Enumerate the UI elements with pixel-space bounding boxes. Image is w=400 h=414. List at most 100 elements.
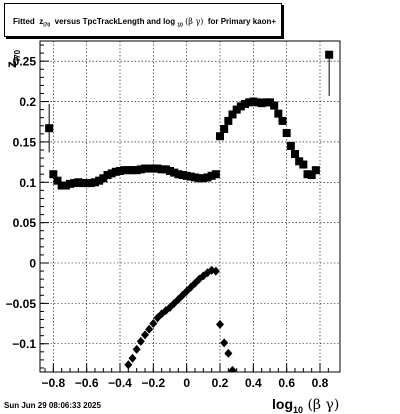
square-marker — [295, 157, 304, 166]
diamond-marker — [216, 319, 224, 329]
square-marker — [178, 171, 187, 180]
square-marker — [99, 174, 108, 183]
square-marker — [161, 165, 170, 174]
diamond-marker — [224, 348, 233, 358]
chart-title: Fitted zI70 versus TpcTrackLength and lo… — [13, 17, 276, 29]
square-marker — [170, 168, 179, 177]
x-tick-label: 0.6 — [278, 376, 295, 390]
title-suffix: for Primary kaon+ — [207, 17, 277, 26]
square-marker — [207, 171, 216, 180]
square-marker — [211, 170, 220, 179]
y-tick-label: 0.1 — [19, 176, 36, 190]
x-tick-label: −0.6 — [75, 376, 99, 390]
diamond-marker — [136, 336, 145, 346]
square-marker — [307, 171, 316, 180]
y-tick-label: 0.15 — [13, 135, 37, 149]
date-stamp: Sun Jun 29 08:06:33 2025 — [4, 401, 101, 410]
square-marker — [95, 176, 104, 185]
y-tick-label: 0 — [29, 257, 36, 271]
square-marker — [166, 166, 174, 175]
square-marker — [228, 110, 237, 119]
square-marker — [86, 179, 95, 188]
title-log-subscript: 10 — [177, 22, 183, 29]
square-marker — [128, 166, 137, 175]
axes: −0.8 −0.6 −0.4 −0.2 0 0.2 0.4 0.6 0.8 −0.1 −0.05 0 0… — [6, 44, 329, 390]
x-axis-label: log10 (β γ) — [272, 396, 339, 414]
square-marker — [136, 165, 145, 174]
y-tick-label: −0.1 — [12, 337, 36, 351]
diamond-marker — [228, 365, 237, 372]
square-marker — [91, 178, 99, 187]
square-marker — [278, 116, 287, 125]
diamond-marker — [141, 330, 149, 340]
square-marker — [74, 178, 83, 187]
square-marker — [182, 171, 191, 180]
square-marker — [153, 164, 162, 173]
square-marker — [82, 179, 91, 188]
x-tick-label: 0.2 — [212, 376, 229, 390]
x-tick-label: 0.4 — [245, 376, 262, 390]
square-marker — [111, 167, 120, 176]
square-marker — [174, 170, 183, 179]
square-marker — [216, 132, 224, 141]
square-marker — [303, 170, 312, 179]
square-marker — [203, 173, 212, 182]
y-tick-label: −0.05 — [6, 297, 37, 311]
square-marker — [224, 116, 233, 125]
diamond-marker — [145, 324, 154, 334]
square-marker — [257, 99, 266, 108]
square-marker — [286, 141, 295, 150]
square-marker — [266, 98, 274, 107]
title-greek: (β γ) — [185, 17, 204, 26]
diamond-marker — [149, 319, 158, 329]
diamond-marker — [220, 338, 229, 348]
square-marker — [149, 164, 158, 173]
x-tick-label: 0.8 — [312, 376, 329, 390]
x-tick-label: −0.8 — [41, 376, 65, 390]
square-marker — [291, 150, 299, 159]
square-marker — [261, 98, 270, 107]
x-tick-label: 0 — [183, 376, 190, 390]
square-marker — [103, 171, 112, 180]
square-marker — [299, 160, 308, 169]
title-middle: versus TpcTrackLength and log — [54, 17, 176, 26]
square-marker — [274, 109, 283, 118]
y-tick-label: 0.05 — [13, 216, 37, 230]
title-prefix: Fitted — [13, 17, 35, 26]
square-marker — [157, 165, 166, 174]
square-marker — [241, 99, 249, 108]
y-tick-label: 0.2 — [19, 95, 36, 109]
diamond-marker — [132, 344, 141, 354]
title-box: Fitted zI70 versus TpcTrackLength and lo… — [4, 3, 282, 37]
square-marker — [116, 166, 124, 175]
square-marker — [107, 169, 116, 178]
diamond-marker — [124, 360, 133, 370]
title-z: z — [39, 17, 44, 26]
square-marker — [145, 164, 154, 173]
square-marker — [220, 124, 229, 133]
square-marker — [236, 102, 245, 111]
square-marker — [78, 179, 87, 188]
data-marks — [45, 50, 334, 372]
square-marker — [191, 173, 199, 182]
square-marker — [232, 105, 241, 114]
square-marker — [195, 174, 204, 183]
y-tick-label: 0.25 — [13, 55, 37, 69]
square-marker — [49, 170, 58, 179]
square-marker — [245, 98, 254, 107]
square-marker — [186, 172, 195, 181]
square-marker — [66, 179, 74, 188]
square-marker — [249, 97, 258, 106]
plot-frame — [39, 40, 341, 373]
diamond-marker — [128, 353, 137, 363]
square-marker — [53, 176, 62, 185]
square-marker — [45, 124, 54, 133]
x-tick-label: −0.4 — [108, 376, 132, 390]
square-marker — [141, 164, 149, 173]
square-marker — [132, 166, 141, 175]
square-marker — [124, 166, 133, 175]
square-marker — [282, 129, 291, 138]
square-marker — [253, 98, 262, 107]
square-marker — [70, 179, 79, 188]
